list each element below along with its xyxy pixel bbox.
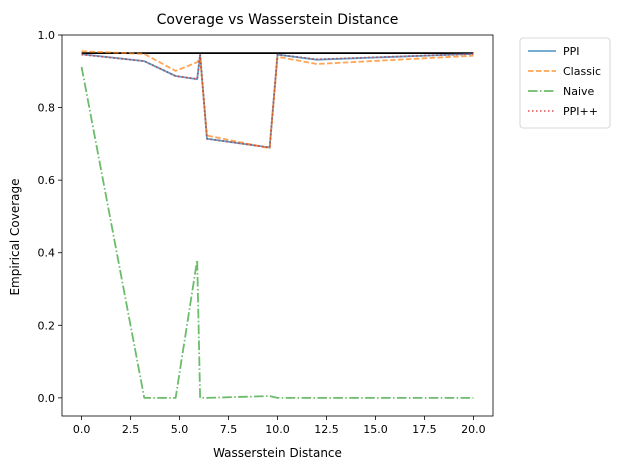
x-tick-label: 7.5 <box>220 423 238 436</box>
y-tick-label: 0.2 <box>38 319 56 332</box>
legend-label: Classic <box>563 65 601 78</box>
series-line-ppi <box>81 52 474 149</box>
y-tick-label: 0.4 <box>38 247 56 260</box>
series-line-ppi- <box>81 52 474 149</box>
y-tick-label: 0.6 <box>38 174 56 187</box>
y-tick-label: 0.8 <box>38 102 56 115</box>
x-tick-label: 10.0 <box>265 423 290 436</box>
legend-label: PPI++ <box>563 105 598 118</box>
x-tick-label: 0.0 <box>73 423 91 436</box>
x-tick-label: 5.0 <box>171 423 189 436</box>
legend-box <box>519 37 611 129</box>
plot-frame <box>61 34 494 417</box>
x-axis-label: Wasserstein Distance <box>213 446 342 460</box>
y-tick-label: 0.0 <box>38 392 56 405</box>
chart-legend: PPI Classic Naive PPI++ <box>519 37 611 129</box>
y-axis-label: Empirical Coverage <box>8 178 22 295</box>
x-tick-label: 12.5 <box>314 423 339 436</box>
plot-area <box>80 50 474 399</box>
series-line-classic <box>81 50 474 150</box>
axes: 0.0 2.5 5.0 7.5 10.0 12.5 15.0 17.5 20.0 0.0 0.2 0.… <box>38 29 494 436</box>
x-tick-label: 20.0 <box>461 423 486 436</box>
x-tick-label: 17.5 <box>412 423 437 436</box>
legend-label: Naive <box>563 85 595 98</box>
x-tick-label: 15.0 <box>363 423 388 436</box>
chart-title: Coverage vs Wasserstein Distance <box>157 12 399 28</box>
y-tick-label: 1.0 <box>38 29 56 42</box>
x-tick-label: 2.5 <box>122 423 140 436</box>
series-line-naive <box>80 66 474 399</box>
legend-label: PPI <box>563 45 580 58</box>
